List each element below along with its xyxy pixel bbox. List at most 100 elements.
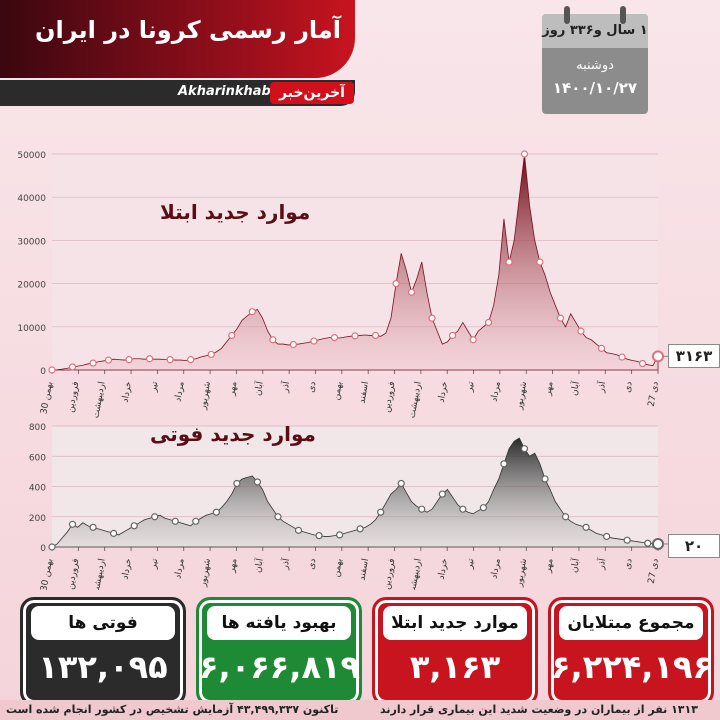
- brand-logo: آخرین‌خبر: [270, 82, 354, 104]
- y-tick-label: 40000: [17, 194, 46, 204]
- page-title: آمار رسمی کرونا در ایران: [35, 16, 341, 44]
- card-deaths: فوتی ها ۱۳۲,۰۹۵: [20, 597, 186, 706]
- calendar-ring-icon: [564, 6, 570, 24]
- x-tick-label: آذر: [278, 380, 292, 394]
- data-point: [582, 523, 590, 531]
- data-point: [438, 490, 446, 498]
- data-point: [89, 523, 97, 531]
- data-point: [392, 280, 400, 288]
- data-point: [207, 350, 215, 359]
- calendar-weekday: دوشنبه: [576, 58, 614, 73]
- data-point: [145, 355, 154, 363]
- data-point: [484, 318, 493, 327]
- data-point: [556, 314, 565, 322]
- x-tick-label: آبان: [251, 380, 265, 397]
- data-point: [500, 460, 508, 468]
- header-banner: آمار رسمی کرونا در ایران: [0, 0, 355, 78]
- brand-strip: Akharinkhabar.ir آخرین‌خبر: [0, 80, 355, 106]
- data-point: [561, 513, 570, 521]
- data-point: [623, 536, 631, 544]
- data-point: [248, 308, 256, 316]
- x-tick-label: بهمن: [332, 381, 345, 401]
- data-point: [48, 366, 56, 374]
- calendar-duration: ۱ سال و۳۳۶ روز: [542, 14, 648, 48]
- x-tick-label: دی: [307, 381, 319, 394]
- new-cases-callout: ۳۱۶۳: [668, 344, 720, 368]
- x-tick-label: اسفند: [357, 558, 371, 581]
- site-url[interactable]: Akharinkhabar.ir: [178, 84, 300, 99]
- x-tick-label: مهر: [227, 381, 239, 398]
- data-point: [104, 356, 113, 364]
- x-tick-label: شهریور: [198, 381, 213, 411]
- x-tick-label: دی: [623, 558, 635, 571]
- data-point: [89, 359, 97, 367]
- x-tick-label: فروردین: [66, 558, 81, 590]
- x-tick-label: تیر: [465, 557, 477, 570]
- data-point: [171, 517, 179, 525]
- data-point: [407, 288, 416, 296]
- calendar-date: ۱۴۰۰/۱۰/۲۷: [552, 79, 638, 97]
- x-tick-label: 30 بهمن: [39, 558, 55, 590]
- x-tick-label: خرداد: [437, 558, 451, 580]
- x-tick-label: آذر: [278, 557, 292, 571]
- card-value: ۶,۰۶۶,۸۱۹: [199, 648, 361, 686]
- x-tick-label: فروردین: [382, 381, 397, 414]
- footer: ۱۳۱۳ نفر از بیماران در وضعیت شدید این بی…: [0, 700, 720, 720]
- data-point: [377, 508, 385, 516]
- x-tick-label: آبان: [251, 557, 265, 574]
- x-tick-label: مرداد: [489, 381, 502, 403]
- data-point: [335, 531, 344, 539]
- x-tick-label: مهر: [227, 558, 239, 575]
- data-point: [351, 332, 359, 340]
- data-point: [294, 526, 303, 534]
- data-point: [371, 331, 380, 340]
- x-tick-label: بهمن: [332, 558, 345, 578]
- x-tick-label: اردیبهشت: [91, 558, 107, 590]
- data-point: [192, 517, 200, 525]
- footer-critical: ۱۳۱۳ نفر از بیماران در وضعیت شدید این بی…: [380, 703, 698, 716]
- data-point: [459, 505, 467, 513]
- card-label: موارد جدید ابتلا: [383, 606, 527, 640]
- x-tick-label: تیر: [149, 380, 161, 393]
- calendar-widget: ۱ سال و۳۳۶ روز دوشنبه ۱۴۰۰/۱۰/۲۷: [542, 6, 648, 114]
- data-point: [577, 327, 585, 335]
- data-point: [505, 258, 513, 266]
- x-tick-label: شهریور: [198, 558, 213, 588]
- card-value: ۶,۲۲۴,۱۹۶: [551, 648, 713, 686]
- footer-tests: تاکنون ۴۳,۴۹۹,۳۳۷ آزمایش تشخیص در کشور ا…: [6, 703, 339, 716]
- data-point: [315, 532, 323, 540]
- data-point: [212, 508, 220, 516]
- y-tick-label: 0: [40, 367, 46, 377]
- x-tick-label: فروردین: [382, 558, 397, 590]
- x-tick-label: تیر: [149, 557, 161, 570]
- y-tick-label: 200: [29, 514, 46, 524]
- latest-data-point: [652, 537, 664, 550]
- card-total-cases: مجموع مبتلایان ۶,۲۲۴,۱۹۶: [548, 597, 714, 706]
- card-value: ۱۳۲,۰۹۵: [38, 648, 168, 686]
- data-point: [187, 356, 195, 364]
- new-cases-chart: 0 10000 20000 30000 40000 50000 30 بهمن فروردین…: [17, 150, 668, 419]
- data-point: [110, 529, 118, 537]
- data-point: [520, 150, 529, 158]
- data-point: [644, 539, 652, 547]
- y-tick-label: 0: [40, 544, 46, 554]
- data-point: [603, 532, 611, 541]
- data-point: [469, 336, 477, 344]
- x-tick-label: آبان: [568, 380, 582, 397]
- new-deaths-callout: ۲۰: [668, 534, 720, 558]
- x-tick-label: آذر: [594, 380, 608, 394]
- x-tick-label: اردیبهشت: [408, 381, 424, 419]
- card-label: مجموع مبتلایان: [559, 606, 703, 640]
- card-recovered: بهبود یافته ها ۶,۰۶۶,۸۱۹: [196, 597, 362, 706]
- calendar-ring-icon: [620, 6, 626, 24]
- x-tick-label: مرداد: [173, 558, 186, 580]
- y-tick-label: 600: [29, 453, 46, 463]
- data-point: [397, 479, 405, 488]
- data-point: [166, 356, 174, 364]
- x-tick-label: آبان: [568, 557, 582, 574]
- data-point: [448, 331, 457, 340]
- new-cases-chart-title: موارد جدید ابتلا: [160, 200, 311, 224]
- card-label: بهبود یافته ها: [207, 606, 351, 640]
- x-tick-label: 27 دی: [647, 381, 661, 408]
- card-new-cases: موارد جدید ابتلا ۳,۱۶۳: [372, 597, 538, 706]
